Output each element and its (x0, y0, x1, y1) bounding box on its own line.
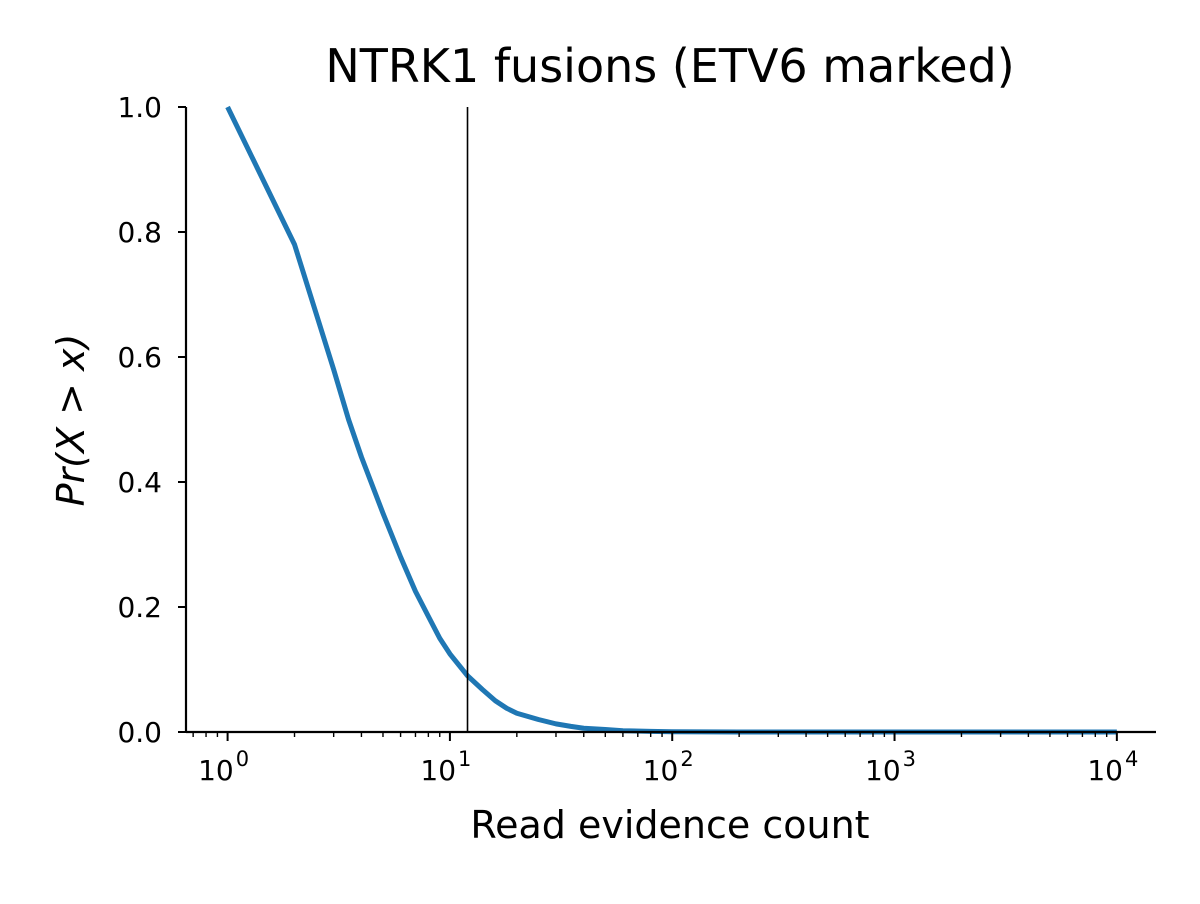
x-tick-label: 104 (1087, 747, 1138, 787)
y-tick-label: 0.4 (117, 466, 162, 499)
x-axis-label: Read evidence count (470, 803, 869, 847)
y-tick-label: 0.2 (117, 591, 162, 624)
chart-title: NTRK1 fusions (ETV6 marked) (325, 39, 1014, 93)
x-tick-label: 100 (198, 747, 249, 787)
x-tick-label: 101 (420, 747, 471, 787)
series-line-0 (225, 105, 1117, 735)
plot-layer: 0.0 0.2 0.4 0.6 0.8 1.0 100 101 102 103 104 (117, 91, 1156, 787)
x-tick-label: 102 (643, 747, 694, 787)
x-tick-label: 103 (865, 747, 916, 787)
y-axis-label: Pr(X > x) (49, 334, 93, 507)
y-tick-label: 0.8 (117, 216, 162, 249)
y-tick-label: 0.0 (117, 716, 162, 749)
y-tick-label: 0.6 (117, 341, 162, 374)
y-tick-label: 1.0 (117, 91, 162, 124)
